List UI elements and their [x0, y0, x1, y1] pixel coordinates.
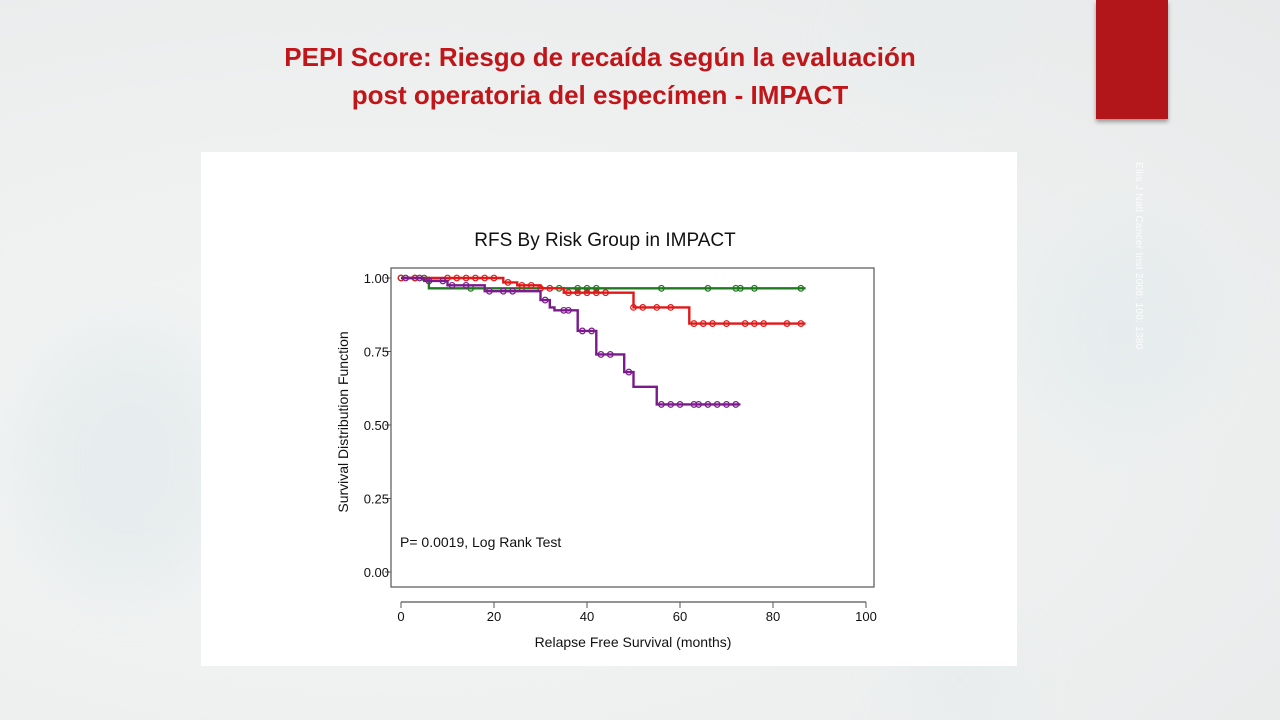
- censor-marker: [751, 320, 758, 327]
- x-axis-label: Relapse Free Survival (months): [535, 634, 732, 650]
- censor-marker: [704, 284, 712, 292]
- censor-marker: [565, 306, 572, 314]
- censor-marker: [592, 284, 600, 292]
- y-tick-label: 1.00: [364, 271, 389, 286]
- chart-panel: RFS By Risk Group in IMPACT 0.00 0.25 0.50…: [201, 152, 1017, 666]
- x-tick-label: 100: [855, 609, 877, 624]
- censor-marker: [453, 274, 461, 282]
- censor-marker: [797, 320, 805, 327]
- censor-marker: [574, 289, 582, 297]
- censor-marker: [583, 284, 591, 292]
- censor-marker: [416, 274, 424, 282]
- censor-marker: [602, 289, 610, 297]
- censor-marker: [472, 274, 479, 282]
- censor-marker: [723, 401, 730, 408]
- censor-marker: [658, 284, 665, 292]
- censor-marker: [760, 320, 768, 327]
- censor-marker: [583, 289, 591, 297]
- censor-marker: [560, 306, 568, 314]
- censor-marker: [462, 274, 470, 282]
- censor-marker: [485, 287, 493, 295]
- censor-marker: [625, 368, 633, 376]
- censor-marker: [737, 284, 744, 292]
- censor-marker: [592, 289, 600, 297]
- censor-marker: [704, 401, 712, 408]
- censor-marker: [504, 279, 512, 286]
- censor-marker: [732, 284, 740, 292]
- p-value-annotation: P= 0.0019, Log Rank Test: [400, 534, 561, 550]
- censor-marker: [402, 274, 410, 282]
- censor-marker: [667, 401, 675, 408]
- censor-marker: [462, 281, 470, 289]
- censor-marker: [732, 401, 740, 408]
- censor-marker: [518, 281, 526, 289]
- censor-marker: [690, 320, 698, 327]
- y-tick-label: 0.75: [364, 345, 389, 360]
- chart-title: RFS By Risk Group in IMPACT: [474, 230, 736, 251]
- censor-marker: [667, 303, 675, 311]
- background-blob: [860, 0, 1000, 90]
- censor-marker: [676, 401, 684, 408]
- censor-marker: [578, 327, 586, 335]
- survival-step-line: [401, 276, 806, 290]
- censor-marker: [695, 401, 703, 408]
- censor-marker: [541, 296, 549, 304]
- censor-marker: [490, 274, 498, 282]
- y-tick-label: 0.00: [364, 565, 389, 580]
- censor-marker: [606, 351, 614, 358]
- x-tick-label: 80: [766, 609, 780, 624]
- censor-marker: [597, 351, 605, 358]
- citation-text: Ellis J Natl Cancer Inst 2008; 100: 1380: [1133, 162, 1144, 350]
- censor-marker: [425, 277, 433, 285]
- censor-marker: [509, 287, 517, 295]
- censor-marker: [639, 303, 647, 311]
- y-axis-label: Survival Distribution Function: [335, 331, 351, 512]
- censor-marker: [588, 327, 596, 335]
- censor-marker: [690, 401, 698, 408]
- censor-marker: [565, 289, 572, 297]
- censor-marker: [546, 284, 554, 292]
- red-ribbon-decoration: [1096, 0, 1168, 119]
- censor-marker: [574, 284, 582, 292]
- plot-frame: [390, 267, 875, 588]
- series-layer: [397, 274, 806, 408]
- x-tick-label: 20: [487, 609, 501, 624]
- censor-marker: [481, 274, 489, 282]
- censor-marker: [741, 320, 749, 327]
- y-tick-label: 0.25: [364, 492, 389, 507]
- background-blob: [1030, 230, 1210, 430]
- censor-marker: [439, 277, 447, 285]
- censor-marker: [499, 287, 507, 295]
- slide-title: PEPI Score: Riesgo de recaída según la e…: [180, 38, 1020, 114]
- slide-title-line-1: PEPI Score: Riesgo de recaída según la e…: [284, 42, 916, 72]
- y-tick-label: 0.50: [364, 418, 389, 433]
- censor-marker: [783, 320, 791, 327]
- censor-marker: [709, 320, 716, 327]
- censor-marker: [527, 281, 535, 289]
- censor-marker: [658, 401, 665, 408]
- x-tick-label: 40: [580, 609, 594, 624]
- censor-marker: [713, 401, 721, 408]
- survival-step-line: [401, 276, 741, 406]
- censor-marker: [699, 320, 707, 327]
- x-axis: 0 20 40 60 80 100: [397, 601, 877, 624]
- censor-marker: [448, 281, 456, 289]
- y-axis: 0.00 0.25 0.50 0.75 1.00: [364, 271, 391, 580]
- slide-title-line-2: post operatoria del especímen - IMPACT: [351, 80, 849, 110]
- x-tick-label: 0: [397, 609, 404, 624]
- censor-marker: [630, 303, 637, 311]
- censor-marker: [751, 284, 758, 292]
- censor-marker: [723, 320, 730, 327]
- km-survival-chart: RFS By Risk Group in IMPACT 0.00 0.25 0.50…: [335, 230, 877, 650]
- x-tick-label: 60: [673, 609, 687, 624]
- censor-marker: [653, 303, 661, 311]
- censor-marker: [797, 284, 805, 292]
